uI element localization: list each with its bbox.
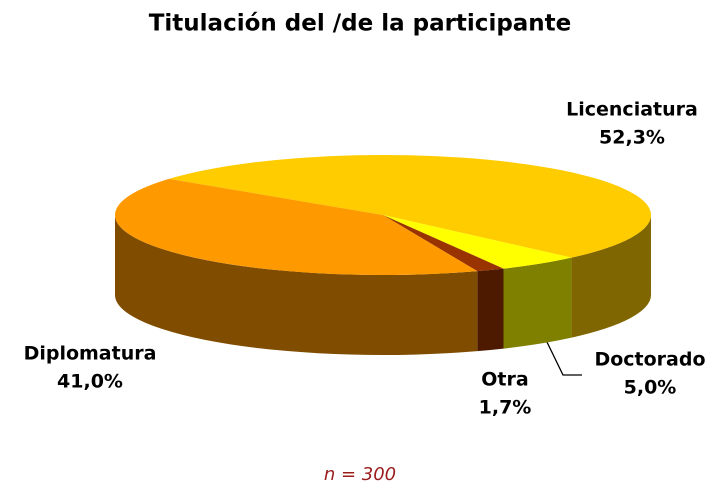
value-label: 1,7%	[479, 397, 532, 419]
slice-side	[115, 215, 478, 355]
slice-side	[503, 257, 572, 349]
slice-label: Doctorado	[594, 349, 705, 371]
slice	[383, 215, 572, 269]
chart-title: Titulación del /de la participante	[149, 11, 572, 37]
value-label: 41,0%	[57, 371, 123, 393]
note: n = 300	[324, 464, 396, 485]
slice	[383, 215, 504, 272]
slice	[115, 178, 478, 275]
value-label: 52,3%	[599, 127, 665, 149]
slice-label: Diplomatura	[24, 343, 157, 365]
leader-line	[545, 339, 582, 376]
slice-side	[571, 215, 651, 338]
slice-label: Otra	[481, 369, 528, 391]
slice-label: Licenciatura	[566, 99, 698, 121]
slice-side	[477, 268, 504, 352]
slice	[168, 154, 652, 258]
value-label: 5,0%	[624, 377, 677, 399]
